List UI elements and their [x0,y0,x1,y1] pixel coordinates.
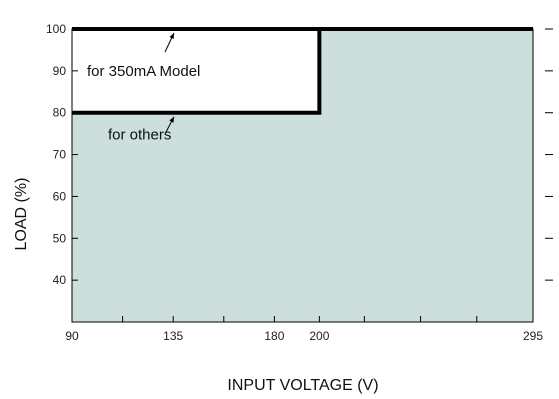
y-tick-label: 100 [46,22,66,36]
y-tick-label: 90 [53,64,67,78]
x-tick-labels: 90 135 180 200 295 [65,329,543,343]
y-tick-label: 60 [53,189,67,203]
y-tick-label: 50 [53,231,67,245]
y-tick-label: 80 [53,106,67,120]
y-axis-title: LOAD (%) [13,178,30,251]
derating-gap-area [72,29,320,113]
x-tick-label: 90 [65,329,79,343]
x-tick-label: 135 [163,329,183,343]
x-tick-label: 200 [309,329,329,343]
annotation-pointer-others [164,116,175,135]
annotation-350ma-model: for 350mA Model [87,63,200,80]
annotation-others: for others [108,127,171,144]
x-tick-label: 295 [523,329,543,343]
y-tick-label: 70 [53,148,67,162]
y-tick-labels: 40 50 60 70 80 90 100 [46,22,66,287]
series-others-line [72,27,533,115]
annotation-pointer-350ma [164,32,175,53]
y-tick-label: 40 [53,273,67,287]
x-tick-label: 180 [264,329,284,343]
x-axis-title: INPUT VOLTAGE (V) [227,377,378,394]
